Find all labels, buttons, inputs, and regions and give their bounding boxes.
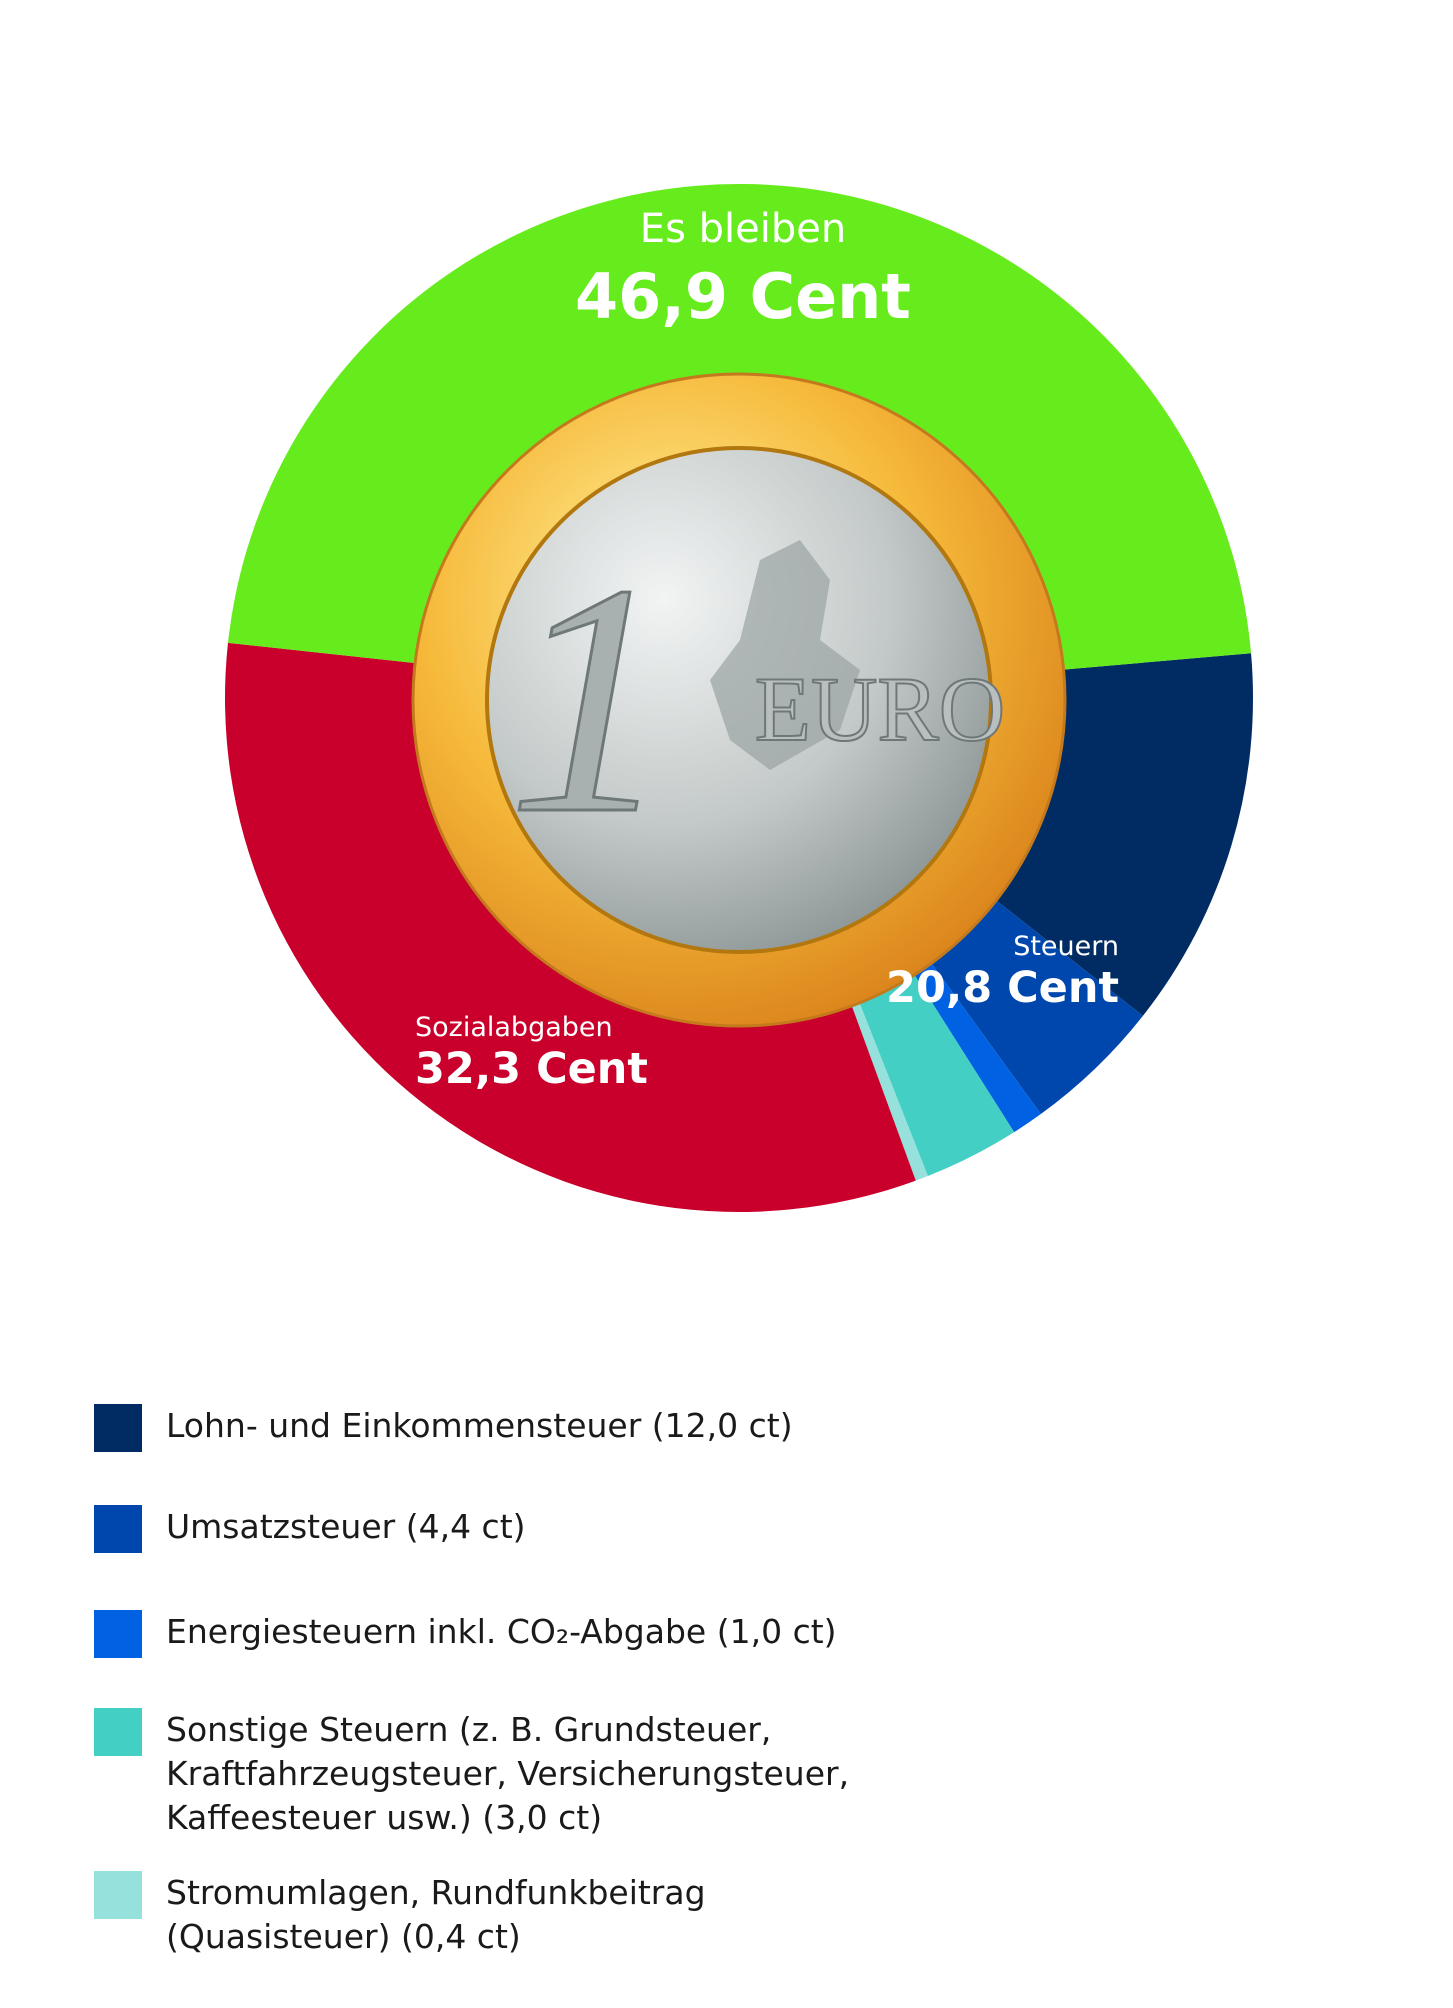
segment-value-label: 46,9 Cent bbox=[575, 260, 911, 333]
legend-label: Stromumlagen, Rundfunkbeitrag (Quasisteu… bbox=[166, 1873, 706, 1956]
legend-item: Lohn- und Einkommensteuer (12,0 ct) bbox=[94, 1404, 793, 1452]
coin-denomination: 1 bbox=[508, 517, 673, 882]
legend-text: Lohn- und Einkommensteuer (12,0 ct) bbox=[166, 1404, 793, 1448]
legend-value: (1,0 ct) bbox=[716, 1612, 837, 1651]
chart: 1 EURO Es bleiben 46,9 Cent Sozialabgaben3… bbox=[225, 184, 1253, 1213]
legend-value: (3,0 ct) bbox=[482, 1798, 603, 1837]
legend-label: Sonstige Steuern (z. B. Grundsteuer, Kra… bbox=[166, 1710, 850, 1837]
coin-text: EURO bbox=[755, 658, 1005, 760]
group-value-label: 20,8 Cent bbox=[886, 963, 1119, 1013]
legend-swatch bbox=[94, 1404, 142, 1452]
legend-swatch bbox=[94, 1505, 142, 1553]
legend-item: Energiesteuern inkl. CO₂-Abgabe (1,0 ct) bbox=[94, 1610, 837, 1658]
group-label: Steuern bbox=[1013, 931, 1119, 962]
legend-text: Umsatzsteuer (4,4 ct) bbox=[166, 1505, 526, 1549]
legend-text: Stromumlagen, Rundfunkbeitrag (Quasisteu… bbox=[166, 1871, 866, 1959]
legend-value: (12,0 ct) bbox=[651, 1406, 793, 1445]
legend-item: Stromumlagen, Rundfunkbeitrag (Quasisteu… bbox=[94, 1871, 866, 1959]
legend-label: Energiesteuern inkl. CO₂-Abgabe bbox=[166, 1612, 707, 1651]
coin: 1 EURO bbox=[411, 372, 1067, 1028]
legend-value: (4,4 ct) bbox=[405, 1507, 526, 1546]
legend-value: (0,4 ct) bbox=[400, 1917, 521, 1956]
legend-item: Umsatzsteuer (4,4 ct) bbox=[94, 1505, 526, 1553]
legend-label: Lohn- und Einkommensteuer bbox=[166, 1406, 642, 1445]
segment-label: Es bleiben bbox=[640, 206, 846, 252]
segment-value-label: 32,3 Cent bbox=[415, 1044, 648, 1094]
coin-map bbox=[710, 540, 860, 770]
legend-swatch bbox=[94, 1610, 142, 1658]
legend-swatch bbox=[94, 1708, 142, 1756]
legend-item: Sonstige Steuern (z. B. Grundsteuer, Kra… bbox=[94, 1708, 866, 1840]
legend-text: Sonstige Steuern (z. B. Grundsteuer, Kra… bbox=[166, 1708, 866, 1840]
segment-label: Sozialabgaben bbox=[415, 1012, 613, 1043]
legend-label: Umsatzsteuer bbox=[166, 1507, 396, 1546]
legend-text: Energiesteuern inkl. CO₂-Abgabe (1,0 ct) bbox=[166, 1610, 837, 1654]
legend-swatch bbox=[94, 1871, 142, 1919]
